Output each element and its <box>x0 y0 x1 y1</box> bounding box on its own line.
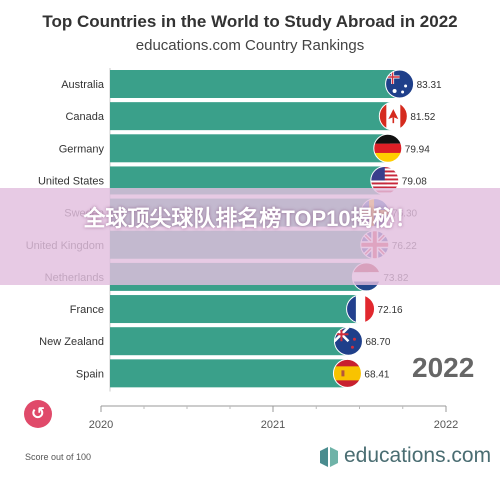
value-label-8: 72.16 <box>378 305 403 316</box>
value-label-2: 81.52 <box>410 112 435 123</box>
bar-2 <box>110 102 396 131</box>
category-label-10: Spain <box>76 368 104 380</box>
canada-flag-icon <box>378 101 408 131</box>
timeline-label-2020: 2020 <box>89 419 113 431</box>
timeline-label-2022: 2022 <box>434 419 458 431</box>
value-label-10: 68.41 <box>364 369 389 380</box>
category-label-8: France <box>70 304 104 316</box>
brand-logo: educations.com <box>318 443 491 469</box>
replay-button[interactable]: ↺ <box>24 400 52 428</box>
category-label-9: New Zealand <box>39 336 104 348</box>
france-flag-icon <box>346 294 376 324</box>
value-label-4: 79.08 <box>402 176 427 187</box>
spain-flag-icon <box>332 358 362 388</box>
timeline-label-2021: 2021 <box>261 419 285 431</box>
bar-3 <box>110 134 390 163</box>
educations-logo-icon <box>320 447 338 467</box>
bar-9 <box>110 327 351 356</box>
replay-icon: ↺ <box>30 404 46 423</box>
chart-title: Top Countries in the World to Study Abro… <box>42 12 458 31</box>
score-note: Score out of 100 <box>25 452 92 462</box>
brand-name: educations.com <box>344 444 492 467</box>
australia-flag-icon <box>385 69 415 99</box>
category-label-1: Australia <box>61 79 105 91</box>
category-label-3: Germany <box>59 143 105 155</box>
bar-1 <box>110 70 402 98</box>
value-label-1: 83.31 <box>417 80 442 91</box>
category-label-4: United States <box>38 175 105 187</box>
value-label-9: 68.70 <box>365 337 390 348</box>
new-zealand-flag-icon <box>333 326 363 356</box>
chart-subtitle: educations.com Country Rankings <box>135 37 365 54</box>
bar-10 <box>110 359 350 388</box>
current-year-label: 2022 <box>412 352 475 383</box>
banner-overlay <box>0 188 500 285</box>
germany-flag-icon <box>373 133 403 163</box>
value-label-3: 79.94 <box>405 144 430 155</box>
category-label-2: Canada <box>65 111 104 123</box>
banner-text: 全球顶尖球队排名榜TOP10揭秘！ <box>83 206 417 231</box>
bar-8 <box>110 295 363 324</box>
